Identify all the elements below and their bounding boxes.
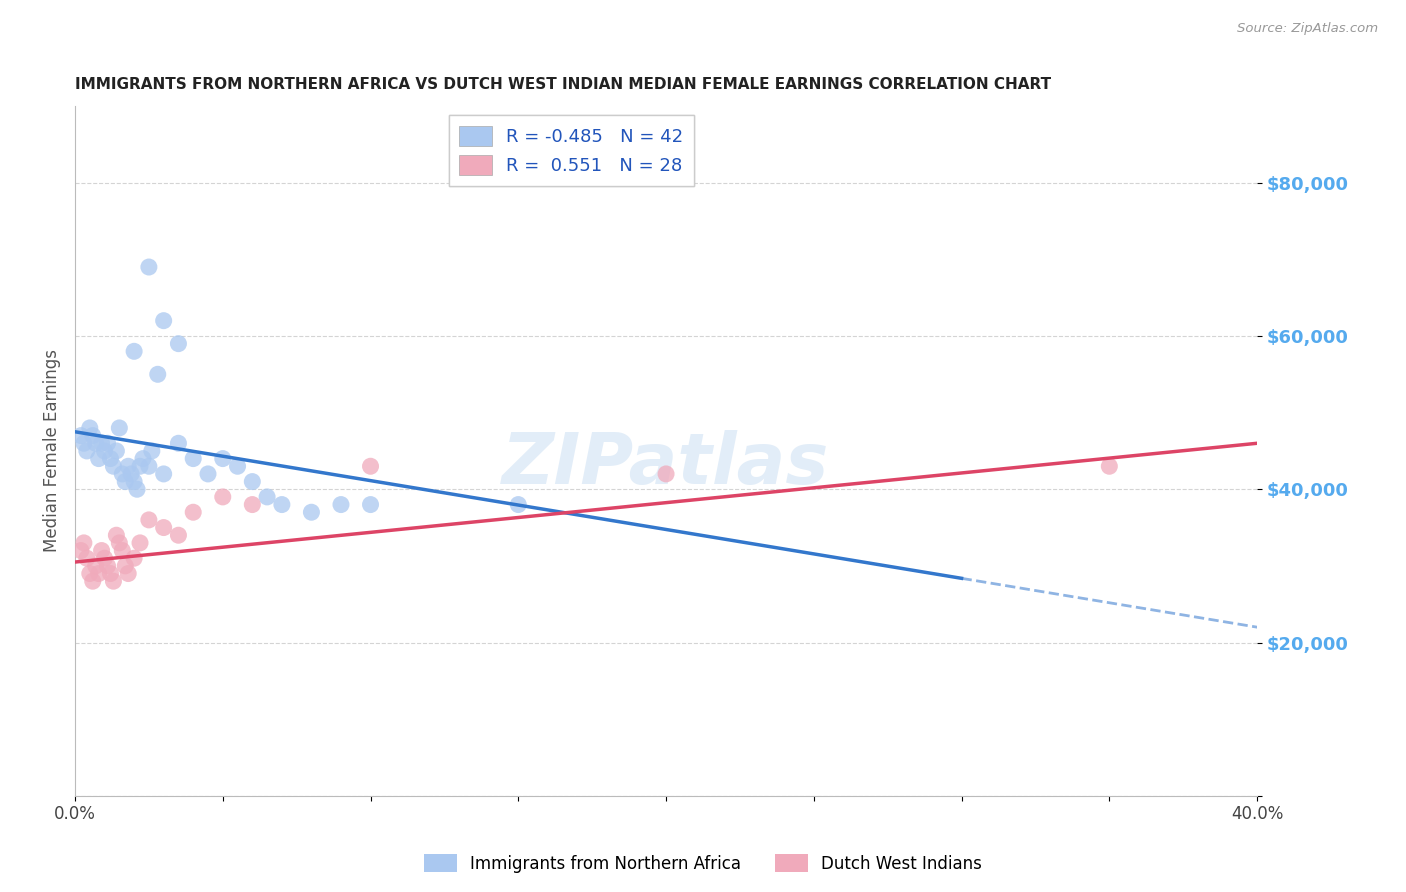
Point xyxy=(76,444,98,458)
Point xyxy=(105,528,128,542)
Point xyxy=(508,498,530,512)
Point xyxy=(167,528,190,542)
Point xyxy=(152,313,174,327)
Y-axis label: Median Female Earnings: Median Female Earnings xyxy=(44,350,60,552)
Point xyxy=(108,421,131,435)
Point xyxy=(96,436,118,450)
Text: ZIPatlas: ZIPatlas xyxy=(502,430,830,500)
Point xyxy=(129,459,152,474)
Point xyxy=(360,498,382,512)
Point xyxy=(141,444,163,458)
Point xyxy=(146,368,169,382)
Point xyxy=(120,467,142,481)
Point xyxy=(111,543,134,558)
Point xyxy=(96,558,118,573)
Point xyxy=(211,451,233,466)
Point xyxy=(90,436,112,450)
Point xyxy=(197,467,219,481)
Point xyxy=(114,558,136,573)
Point xyxy=(167,336,190,351)
Point xyxy=(122,551,145,566)
Point xyxy=(82,428,104,442)
Point xyxy=(79,421,101,435)
Point xyxy=(84,436,107,450)
Point xyxy=(111,467,134,481)
Point xyxy=(100,566,122,581)
Point xyxy=(138,260,160,274)
Legend: Immigrants from Northern Africa, Dutch West Indians: Immigrants from Northern Africa, Dutch W… xyxy=(418,847,988,880)
Point xyxy=(100,451,122,466)
Point xyxy=(90,543,112,558)
Text: Source: ZipAtlas.com: Source: ZipAtlas.com xyxy=(1237,22,1378,36)
Point xyxy=(70,543,93,558)
Point xyxy=(129,536,152,550)
Point xyxy=(138,513,160,527)
Point xyxy=(79,566,101,581)
Point xyxy=(122,475,145,489)
Point xyxy=(167,436,190,450)
Point xyxy=(299,505,322,519)
Point xyxy=(1098,459,1121,474)
Point xyxy=(270,498,292,512)
Point xyxy=(152,467,174,481)
Point xyxy=(360,459,382,474)
Point xyxy=(181,505,204,519)
Point xyxy=(181,451,204,466)
Point xyxy=(73,436,96,450)
Point xyxy=(226,459,249,474)
Point xyxy=(211,490,233,504)
Point xyxy=(117,459,139,474)
Point xyxy=(132,451,155,466)
Point xyxy=(125,482,148,496)
Point xyxy=(240,498,263,512)
Point xyxy=(82,574,104,589)
Point xyxy=(70,428,93,442)
Point xyxy=(103,574,125,589)
Point xyxy=(152,520,174,534)
Text: IMMIGRANTS FROM NORTHERN AFRICA VS DUTCH WEST INDIAN MEDIAN FEMALE EARNINGS CORR: IMMIGRANTS FROM NORTHERN AFRICA VS DUTCH… xyxy=(75,78,1052,93)
Point xyxy=(73,536,96,550)
Point xyxy=(76,551,98,566)
Point xyxy=(105,444,128,458)
Point xyxy=(103,459,125,474)
Point xyxy=(122,344,145,359)
Point xyxy=(87,451,110,466)
Point xyxy=(84,558,107,573)
Point xyxy=(655,467,678,481)
Point xyxy=(93,551,115,566)
Point xyxy=(138,459,160,474)
Point xyxy=(330,498,353,512)
Point xyxy=(117,566,139,581)
Point xyxy=(256,490,278,504)
Point xyxy=(87,566,110,581)
Point xyxy=(93,444,115,458)
Legend: R = -0.485   N = 42, R =  0.551   N = 28: R = -0.485 N = 42, R = 0.551 N = 28 xyxy=(449,115,695,186)
Point xyxy=(108,536,131,550)
Point xyxy=(114,475,136,489)
Point xyxy=(240,475,263,489)
